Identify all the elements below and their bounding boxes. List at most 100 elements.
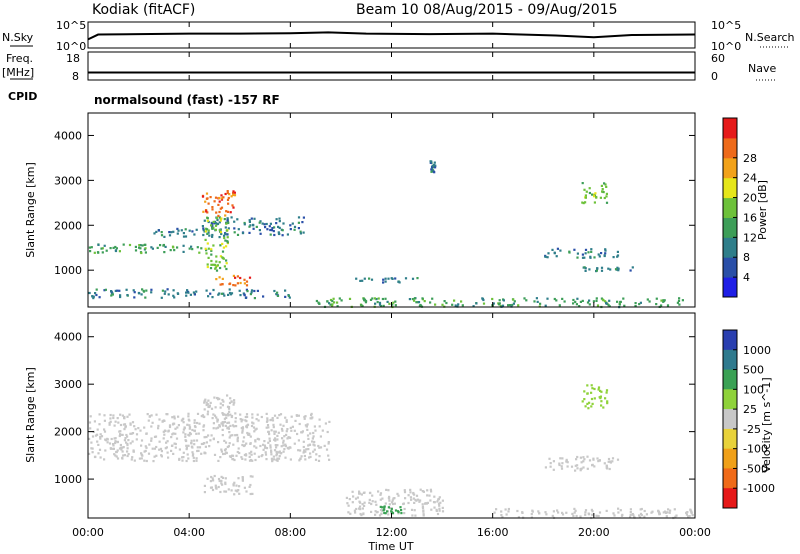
data-point — [225, 210, 228, 213]
data-point — [609, 460, 612, 463]
data-point — [611, 457, 615, 460]
data-point — [214, 228, 217, 231]
data-point — [103, 458, 106, 461]
data-point — [191, 230, 194, 233]
data-point — [437, 502, 441, 505]
data-point — [125, 441, 128, 444]
data-point — [617, 507, 620, 510]
data-point — [219, 490, 222, 494]
data-point — [182, 232, 185, 235]
data-point — [150, 291, 153, 294]
scatter-region — [88, 243, 203, 255]
data-point — [217, 398, 220, 401]
data-point — [119, 430, 122, 433]
data-point — [203, 484, 206, 487]
data-point — [245, 490, 248, 493]
data-point — [271, 419, 275, 422]
data-point — [358, 505, 362, 508]
data-point — [356, 496, 359, 499]
data-point — [223, 417, 226, 420]
data-point — [234, 276, 237, 279]
data-point — [454, 304, 457, 307]
data-point — [573, 248, 576, 251]
data-point — [595, 297, 598, 300]
data-point — [531, 510, 534, 513]
data-point — [158, 418, 161, 421]
data-point — [226, 217, 229, 220]
data-point — [127, 453, 130, 456]
data-point — [182, 421, 185, 424]
data-point — [155, 230, 158, 233]
data-point — [109, 447, 112, 450]
data-point — [241, 431, 244, 434]
data-point — [215, 427, 218, 430]
data-point — [148, 415, 151, 418]
data-point — [593, 195, 596, 198]
data-point — [153, 455, 156, 458]
data-point — [224, 424, 227, 427]
data-point — [228, 401, 232, 405]
data-point — [317, 459, 321, 462]
data-point — [177, 229, 180, 232]
data-point — [598, 459, 601, 462]
data-point — [400, 512, 403, 515]
data-point — [228, 436, 231, 439]
data-point — [219, 231, 222, 234]
data-point — [326, 300, 329, 303]
data-point — [572, 514, 575, 517]
data-point — [211, 227, 214, 230]
data-point — [269, 222, 272, 225]
data-point — [274, 444, 277, 447]
data-point — [140, 457, 143, 460]
data-point — [678, 297, 681, 300]
data-point — [379, 493, 382, 496]
data-point — [132, 289, 135, 292]
data-point — [430, 168, 433, 171]
data-point — [225, 245, 228, 248]
data-point — [240, 456, 243, 459]
data-point — [202, 210, 205, 213]
data-point — [232, 274, 235, 277]
colorbar-swatch — [723, 488, 737, 509]
scatter-region — [201, 216, 305, 237]
data-point — [222, 292, 225, 295]
data-point — [394, 300, 397, 303]
data-point — [106, 438, 109, 441]
data-point — [198, 251, 201, 254]
data-point — [131, 421, 135, 424]
data-point — [114, 454, 117, 457]
data-point — [233, 194, 237, 197]
data-point — [230, 415, 233, 419]
data-point — [207, 434, 210, 437]
y-tick-label: 3000 — [54, 378, 82, 391]
data-point — [98, 296, 101, 299]
data-point — [370, 510, 373, 513]
data-point — [161, 289, 164, 292]
data-point — [103, 244, 106, 247]
data-point — [363, 277, 366, 280]
data-point — [429, 160, 432, 163]
data-point — [98, 413, 101, 416]
data-point — [256, 289, 259, 292]
data-point — [219, 456, 222, 459]
data-point — [399, 506, 402, 509]
data-point — [275, 218, 278, 221]
data-point — [227, 221, 230, 225]
data-point — [206, 413, 209, 416]
data-point — [226, 210, 230, 213]
data-point — [184, 235, 188, 238]
data-point — [142, 290, 146, 293]
data-point — [677, 299, 681, 302]
data-point — [546, 297, 549, 300]
data-point — [375, 511, 378, 514]
scatter-region — [88, 412, 331, 463]
data-point — [189, 293, 192, 296]
data-point — [660, 299, 663, 302]
data-point — [210, 253, 213, 256]
data-point — [173, 442, 176, 445]
data-point — [160, 231, 163, 234]
data-point — [501, 304, 505, 307]
data-point — [314, 458, 318, 461]
data-point — [236, 438, 239, 441]
data-point — [211, 235, 214, 238]
